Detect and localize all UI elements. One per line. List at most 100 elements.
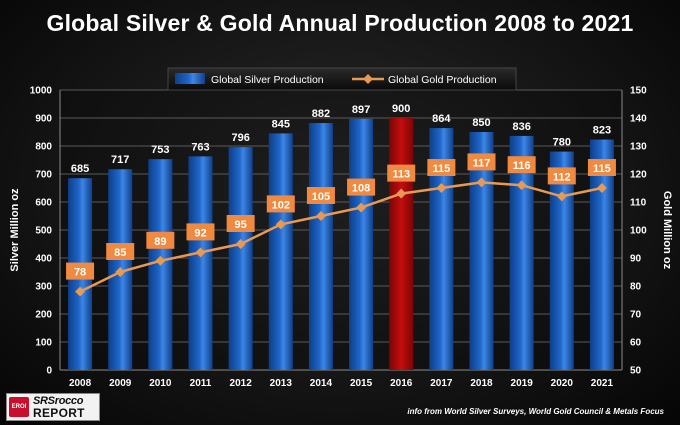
gold-series-line	[79, 181, 603, 293]
x-tick-label: 2021	[591, 378, 614, 389]
gold-label-box	[306, 187, 335, 204]
silver-bar	[469, 132, 494, 370]
gold-data-label: 102	[272, 199, 290, 211]
silver-bar	[349, 118, 374, 370]
y-left-tick-label: 400	[35, 254, 52, 265]
gold-label-box	[467, 153, 496, 171]
gold-point	[155, 255, 166, 266]
silver-data-label: 796	[231, 132, 249, 144]
gold-data-label: 112	[553, 171, 571, 183]
x-tick-label: 2010	[149, 378, 172, 389]
y-left-tick-label: 500	[35, 226, 52, 237]
silver-bar	[589, 139, 614, 370]
y-right-tick-label: 70	[630, 310, 642, 321]
silver-data-label: 763	[191, 141, 209, 153]
silver-bar	[228, 147, 253, 370]
y-left-tick-label: 300	[35, 282, 52, 293]
gold-data-label: 89	[154, 236, 166, 248]
silver-data-label: 897	[352, 104, 370, 116]
x-tick-label: 2009	[109, 378, 132, 389]
y-right-tick-label: 100	[630, 226, 647, 237]
legend-box	[167, 67, 517, 91]
x-tick-label: 2015	[350, 378, 373, 389]
x-tick-label: 2016	[390, 378, 413, 389]
y-left-tick-label: 700	[35, 170, 52, 181]
y-right-tick-label: 120	[630, 170, 647, 181]
x-tick-label: 2019	[511, 378, 534, 389]
srsrocco-logo: EROI SRSrocco REPORT	[6, 393, 100, 421]
y-right-tick-label: 80	[630, 282, 642, 293]
y-left-tick-label: 800	[35, 142, 52, 153]
silver-data-label: 882	[312, 108, 330, 120]
gold-point	[476, 177, 487, 188]
silver-data-label: 836	[512, 121, 530, 133]
logo-text-line1: SRSrocco	[33, 395, 84, 407]
legend-silver-swatch	[175, 73, 205, 84]
x-tick-label: 2020	[551, 378, 574, 389]
gold-label-box	[587, 159, 616, 176]
legend-silver-label: Global Silver Production	[211, 74, 324, 86]
gold-label-box	[226, 215, 255, 232]
y-right-tick-label: 130	[630, 142, 647, 153]
gold-data-label: 117	[473, 157, 491, 169]
y-left-tick-label: 900	[35, 114, 52, 125]
gold-label-box	[507, 156, 536, 174]
gold-data-label: 92	[194, 227, 206, 239]
gold-label-box	[106, 243, 135, 260]
silver-data-label: 900	[392, 103, 410, 115]
y-left-tick-label: 0	[46, 366, 52, 377]
x-tick-label: 2013	[270, 378, 293, 389]
y-right-tick-label: 140	[630, 114, 647, 125]
y-right-tick-label: 60	[630, 338, 642, 349]
y-right-tick-label: 150	[630, 86, 647, 97]
silver-bar	[188, 156, 213, 370]
gold-data-label: 115	[593, 163, 611, 175]
y-right-tick-label: 110	[630, 198, 647, 209]
gold-label-box	[347, 178, 376, 196]
silver-bar	[509, 135, 534, 370]
gold-point	[596, 183, 607, 193]
y-right-tick-label: 50	[630, 366, 642, 377]
x-tick-label: 2008	[69, 378, 92, 389]
gold-data-label: 115	[432, 163, 450, 175]
silver-bar	[549, 151, 574, 370]
chart-title: Global Silver & Gold Annual Production 2…	[46, 10, 634, 36]
y-right-axis-title: Gold Million oz	[661, 191, 673, 270]
y-left-tick-label: 100	[35, 338, 52, 349]
y-left-tick-label: 1000	[30, 86, 53, 97]
silver-data-label: 864	[432, 113, 451, 125]
y-right-tick-label: 90	[630, 254, 642, 265]
logo-text-line2: REPORT	[33, 406, 85, 420]
silver-bar	[308, 123, 333, 370]
x-tick-label: 2014	[310, 378, 333, 389]
gold-label-box	[427, 159, 456, 176]
gold-point	[356, 202, 367, 213]
gold-point	[556, 191, 567, 202]
y-left-axis-title: Silver Million oz	[9, 188, 21, 272]
silver-data-label: 780	[553, 137, 571, 149]
gold-data-label: 105	[312, 191, 330, 203]
gold-label-box	[387, 164, 416, 182]
gold-label-box	[146, 231, 175, 249]
x-tick-label: 2012	[230, 378, 253, 389]
x-tick-label: 2018	[470, 378, 493, 389]
gold-data-label: 85	[114, 247, 126, 259]
x-tick-label: 2017	[430, 378, 453, 389]
source-note: info from World Silver Surveys, World Go…	[407, 407, 664, 416]
silver-data-label: 845	[272, 118, 290, 130]
gold-point	[275, 219, 286, 230]
gold-point	[195, 247, 206, 258]
gold-label-box	[66, 262, 95, 280]
gold-label-box	[186, 223, 215, 241]
gold-data-label: 116	[513, 160, 531, 172]
x-tick-label: 2011	[190, 378, 212, 389]
y-left-tick-label: 600	[35, 198, 52, 209]
eroi-logo-mark: EROI	[9, 397, 29, 417]
gold-point	[436, 183, 447, 193]
silver-data-label: 717	[111, 154, 129, 166]
gold-point	[396, 188, 407, 199]
silver-data-label: 823	[593, 125, 611, 137]
gold-point	[315, 211, 326, 221]
gold-data-label: 108	[352, 183, 370, 195]
